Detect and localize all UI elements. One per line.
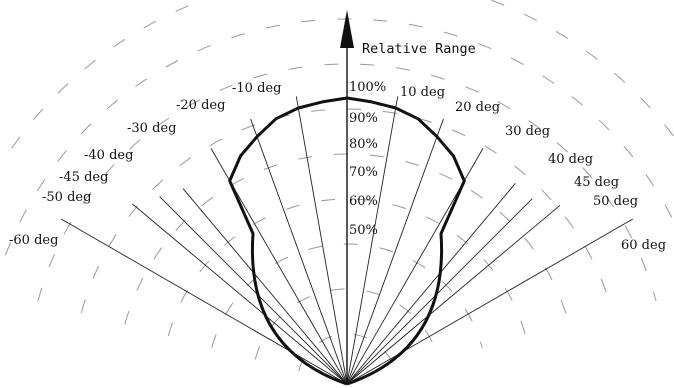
radial-tick-label: 50% xyxy=(349,223,378,238)
angle-line xyxy=(346,204,561,385)
angle-label-right: 30 deg xyxy=(505,124,550,139)
angle-line xyxy=(60,218,348,385)
angle-label-left: -45 deg xyxy=(59,170,108,185)
angle-line xyxy=(250,118,348,385)
angle-line xyxy=(159,196,348,385)
angle-line xyxy=(295,96,348,385)
angle-label-right: 10 deg xyxy=(400,85,445,100)
angle-line xyxy=(346,96,399,385)
angle-line xyxy=(346,218,634,385)
angle-label-right: 50 deg xyxy=(593,194,638,209)
angle-label-left: -10 deg xyxy=(232,81,281,96)
grid-arc xyxy=(167,198,527,337)
chart-title: Relative Range xyxy=(362,41,476,57)
axis-arrow-icon xyxy=(340,10,354,48)
angle-label-left: -50 deg xyxy=(42,190,91,205)
grid-arc xyxy=(0,0,674,167)
angle-line xyxy=(346,118,444,385)
angle-label-left: -30 deg xyxy=(127,121,176,136)
grid-arc xyxy=(80,108,614,313)
angle-label-left: -40 deg xyxy=(84,148,133,163)
angle-line xyxy=(132,203,348,385)
grid-arc xyxy=(298,333,396,372)
angle-label-right: 45 deg xyxy=(574,175,619,190)
angle-label-right: 40 deg xyxy=(548,152,593,167)
angle-label-left: -60 deg xyxy=(9,233,58,248)
angle-label-right: 60 deg xyxy=(621,238,666,253)
angle-line xyxy=(346,198,533,385)
angle-line xyxy=(182,188,348,385)
radial-tick-label: 80% xyxy=(349,137,378,152)
grid-arcs xyxy=(0,0,674,372)
radial-tick-label: 100% xyxy=(349,80,386,95)
radial-tick-label: 90% xyxy=(349,111,378,126)
radial-tick-label: 70% xyxy=(349,165,378,180)
coverage-curve xyxy=(228,96,466,386)
radial-tick-label: 60% xyxy=(349,194,378,209)
angle-label-right: 20 deg xyxy=(455,100,500,115)
angle-label-left: -20 deg xyxy=(176,98,225,113)
angle-line xyxy=(346,183,516,385)
